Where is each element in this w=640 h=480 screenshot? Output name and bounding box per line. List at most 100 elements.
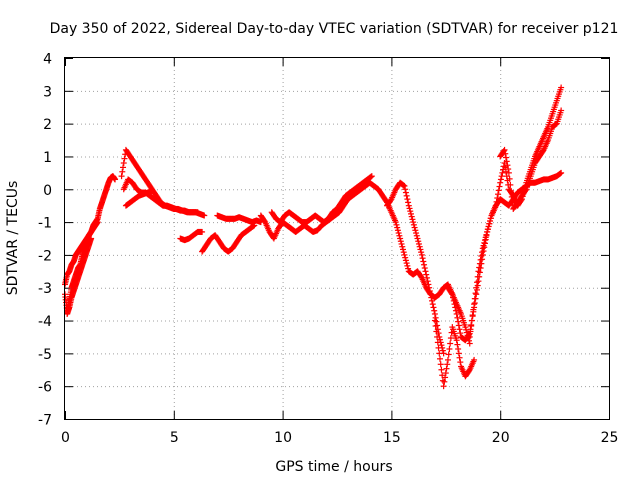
data-point xyxy=(194,209,201,216)
data-point xyxy=(469,312,476,319)
data-point xyxy=(495,191,502,198)
data-point xyxy=(506,175,513,182)
data-point xyxy=(396,232,403,239)
data-point xyxy=(455,318,462,325)
y-tick-label: -6 xyxy=(38,380,52,396)
data-point xyxy=(478,253,485,260)
data-point xyxy=(482,234,489,241)
data-point xyxy=(442,370,449,377)
data-point xyxy=(413,230,420,237)
data-point xyxy=(494,195,501,202)
x-tick-label: 10 xyxy=(274,430,292,446)
data-point xyxy=(402,186,409,193)
data-point xyxy=(463,329,470,336)
data-point xyxy=(392,219,399,226)
data-point xyxy=(397,235,404,242)
data-point xyxy=(421,265,428,272)
data-point xyxy=(486,220,493,227)
data-point xyxy=(442,374,449,381)
data-point xyxy=(446,345,453,352)
data-point xyxy=(443,365,450,372)
data-point xyxy=(483,231,490,238)
data-point xyxy=(400,246,407,253)
data-point xyxy=(479,249,486,256)
data-point xyxy=(455,322,462,329)
data-point xyxy=(477,256,484,263)
data-point xyxy=(503,154,510,161)
data-point xyxy=(558,169,565,176)
data-point xyxy=(476,264,483,271)
data-point xyxy=(505,166,512,173)
x-axis-title: GPS time / hours xyxy=(275,459,392,475)
data-point xyxy=(462,324,469,331)
data-point xyxy=(457,359,464,366)
data-point xyxy=(423,271,430,278)
data-point xyxy=(505,169,512,176)
data-point xyxy=(149,187,156,194)
data-point xyxy=(413,232,420,239)
data-point xyxy=(466,333,473,340)
data-point xyxy=(118,173,125,180)
data-point xyxy=(438,342,445,349)
data-point xyxy=(426,288,433,295)
data-point xyxy=(418,251,425,258)
data-point xyxy=(508,193,515,200)
data-point xyxy=(411,224,418,231)
data-point xyxy=(401,251,408,258)
data-point xyxy=(394,224,401,231)
data-point xyxy=(504,162,511,169)
data-point xyxy=(404,262,411,269)
data-point xyxy=(471,301,478,308)
data-point xyxy=(436,350,443,357)
data-point xyxy=(473,291,480,298)
data-point xyxy=(497,176,504,183)
axis-ticks xyxy=(65,58,610,420)
data-point xyxy=(439,347,446,354)
data-point xyxy=(368,173,375,180)
data-point xyxy=(475,278,482,285)
series-arc-15 xyxy=(444,284,473,347)
grid-lines xyxy=(65,58,609,419)
data-point xyxy=(484,228,491,235)
data-point xyxy=(487,215,494,222)
data-point xyxy=(416,243,423,250)
data-point xyxy=(422,268,429,275)
data-point xyxy=(432,314,439,321)
data-point xyxy=(497,179,504,186)
data-point xyxy=(405,202,412,209)
data-point xyxy=(406,205,413,212)
data-point xyxy=(480,242,487,249)
data-point xyxy=(403,260,410,267)
data-point xyxy=(468,317,475,324)
data-point xyxy=(475,268,482,275)
data-point xyxy=(417,246,424,253)
y-tick-label: -2 xyxy=(38,248,52,264)
x-tick-label: 0 xyxy=(61,430,70,446)
y-tick-labels: -7 -6 -5 -4 -3 -2 -1 0 1 2 3 4 xyxy=(38,52,52,429)
data-point xyxy=(487,217,494,224)
series-arc-3 xyxy=(64,235,95,317)
data-point xyxy=(466,340,473,347)
x-tick-label: 25 xyxy=(601,430,619,446)
data-point xyxy=(455,345,462,352)
data-point xyxy=(407,208,414,215)
data-points xyxy=(62,84,565,390)
data-point xyxy=(496,183,503,190)
data-point xyxy=(503,158,510,165)
series-arc-17 xyxy=(497,107,565,212)
data-point xyxy=(400,249,407,256)
series-arc-9 xyxy=(214,212,264,226)
data-point xyxy=(410,219,417,226)
data-point xyxy=(444,356,451,363)
data-point xyxy=(558,84,565,91)
data-point xyxy=(508,187,515,194)
y-tick-label: -7 xyxy=(38,413,52,429)
data-point xyxy=(499,169,506,176)
data-point xyxy=(415,238,422,245)
data-point xyxy=(435,344,442,351)
data-point xyxy=(112,176,119,183)
data-point xyxy=(420,258,427,265)
data-point xyxy=(199,228,206,235)
data-point xyxy=(468,323,475,330)
